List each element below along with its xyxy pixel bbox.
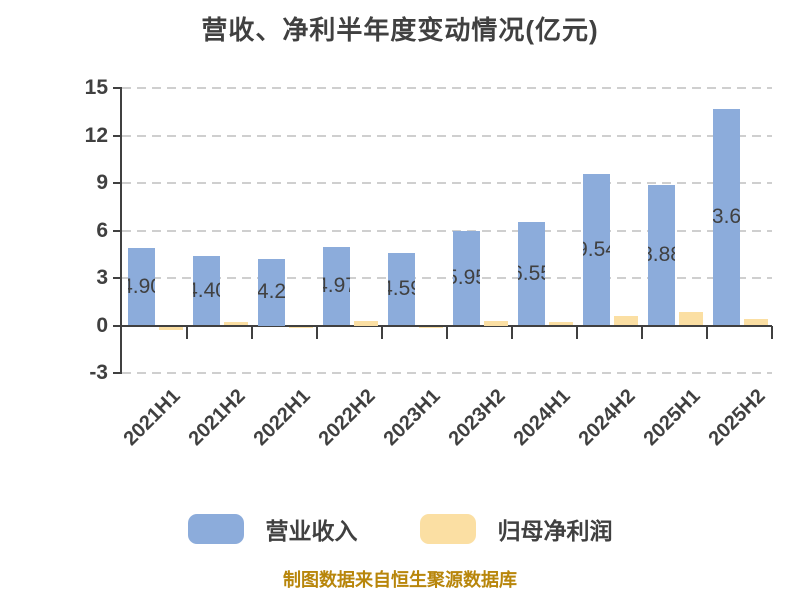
y-axis-tick: [113, 229, 122, 232]
profit-bar-2024H2: [614, 315, 638, 326]
gridline-y9: [122, 182, 772, 184]
profit-bar-2025H2: [744, 319, 768, 326]
x-axis-tick: [771, 325, 773, 339]
gridline-y15: [122, 87, 772, 89]
revenue-swatch-icon: [187, 514, 244, 544]
revenue-bar-value-label: 13.66: [713, 205, 740, 229]
gridline-y12: [122, 134, 772, 137]
x-axis-label-2025H1: 2025H1: [639, 385, 706, 451]
revenue-bar-2022H1: 4.2: [258, 259, 285, 326]
y-axis-line: [120, 88, 122, 373]
x-axis-tick: [186, 325, 188, 339]
y-axis-label: 12: [84, 123, 108, 147]
profit-swatch-icon: [419, 514, 476, 544]
profit-bar-2021H1: [159, 326, 183, 330]
gridline-y-3: [122, 372, 772, 374]
plot-area: 15 12 9 6 3 0 -3 4.90 2021H1 4.40 2021H2 4.2 2022H1 4…: [85, 77, 773, 450]
profit-bar-2022H2: [354, 320, 378, 326]
y-axis-label: 9: [96, 171, 108, 194]
gridline-y3: [122, 277, 772, 279]
legend-label-profit: 归母净利润: [497, 518, 613, 544]
y-axis-tick: [113, 372, 122, 374]
x-axis-label-2021H1: 2021H1: [119, 385, 186, 451]
revenue-bar-value-label: 4.90: [128, 274, 155, 298]
legend-item-profit: 归母净利润: [419, 512, 613, 546]
x-axis-label-2024H1: 2024H1: [509, 385, 576, 451]
revenue-bar-value-label: 4.59: [388, 277, 415, 301]
x-axis-label-2023H2: 2023H2: [444, 385, 511, 451]
y-axis-label: -3: [89, 361, 108, 384]
revenue-bar-2021H1: 4.90: [128, 247, 155, 326]
revenue-bar-value-label: 4.40: [193, 278, 220, 302]
y-axis-label: 0: [96, 313, 108, 337]
chart-title: 营收、净利半年度变动情况(亿元): [201, 15, 599, 45]
x-axis-label-2023H1: 2023H1: [379, 385, 446, 451]
x-axis-tick: [641, 325, 643, 339]
revenue-bar-2025H2: 13.66: [713, 109, 740, 326]
profit-bar-2024H1: [549, 322, 573, 326]
revenue-bar-2024H2: 9.54: [583, 174, 610, 326]
y-axis-label: 15: [84, 76, 108, 99]
revenue-bar-value-label: 4.2: [258, 280, 285, 304]
x-axis-tick: [576, 325, 578, 339]
legend: 营业收入 归母净利润: [0, 512, 800, 546]
x-axis-label-2022H2: 2022H2: [314, 385, 381, 451]
revenue-bar-2024H1: 6.55: [518, 221, 545, 326]
x-axis-tick: [381, 325, 383, 339]
profit-bar-2025H1: [679, 312, 703, 326]
y-axis-label: 3: [96, 266, 108, 289]
revenue-bar-2022H2: 4.97: [323, 246, 350, 326]
y-axis-tick: [113, 87, 122, 89]
revenue-bar-value-label: 6.55: [518, 261, 545, 285]
y-axis-tick: [113, 182, 122, 184]
gridline-y6: [122, 229, 772, 232]
revenue-bar-2023H1: 4.59: [388, 252, 415, 326]
revenue-bar-value-label: 8.88: [648, 243, 675, 267]
revenue-bar-2025H1: 8.88: [648, 184, 675, 326]
profit-bar-2023H1: [419, 326, 443, 329]
legend-item-revenue: 营业收入: [187, 512, 358, 546]
x-axis-tick: [511, 325, 513, 339]
profit-bar-2022H1: [289, 326, 313, 329]
revenue-bar-2023H2: 5.95: [453, 231, 480, 326]
profit-bar-2021H2: [224, 321, 248, 326]
y-axis-tick: [113, 324, 122, 327]
x-axis-tick: [251, 325, 253, 339]
legend-label-revenue: 营业收入: [265, 518, 358, 544]
revenue-bar-value-label: 9.54: [583, 237, 610, 261]
y-axis-tick: [113, 134, 122, 137]
x-axis-label-2024H2: 2024H2: [574, 385, 641, 451]
revenue-bar-value-label: 5.95: [453, 266, 480, 290]
x-axis-label-2021H2: 2021H2: [184, 385, 251, 451]
x-axis-tick: [316, 325, 318, 339]
x-axis-label-2022H1: 2022H1: [249, 385, 316, 451]
data-source-note: 制图数据来自恒生聚源数据库: [283, 570, 517, 590]
revenue-bar-value-label: 4.97: [323, 274, 350, 298]
x-axis-tick: [446, 325, 448, 339]
x-axis-label-2025H2: 2025H2: [704, 385, 771, 451]
profit-bar-2023H2: [484, 320, 508, 326]
x-axis-tick: [706, 325, 708, 339]
revenue-bar-2021H2: 4.40: [193, 255, 220, 326]
y-axis-label: 6: [96, 218, 108, 242]
y-axis-tick: [113, 277, 122, 279]
